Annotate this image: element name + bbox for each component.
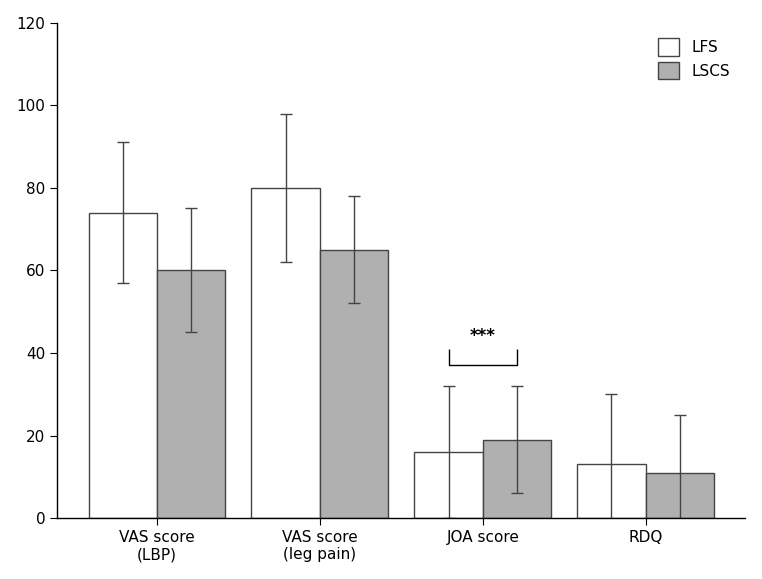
Bar <box>320 250 389 518</box>
Bar <box>578 464 645 518</box>
Legend: LFS, LSCS: LFS, LSCS <box>650 30 738 87</box>
Bar <box>645 472 714 518</box>
Bar <box>415 452 483 518</box>
Bar <box>88 212 157 518</box>
Bar <box>157 270 226 518</box>
Text: ***: *** <box>470 327 496 345</box>
Bar <box>251 188 320 518</box>
Bar <box>483 439 551 518</box>
